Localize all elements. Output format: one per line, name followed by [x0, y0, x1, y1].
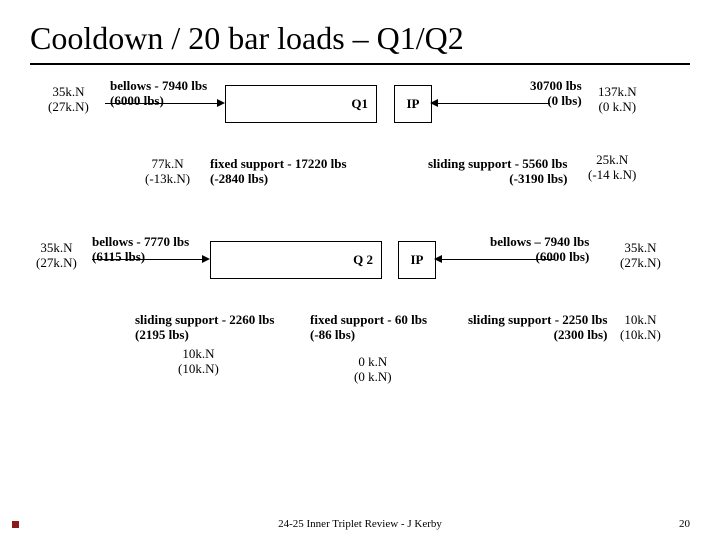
- q1-arrow-left-line: [105, 103, 217, 104]
- q2-sliding-left: sliding support - 2260 lbs(2195 lbs): [135, 313, 274, 343]
- accent-square-icon: [12, 521, 19, 528]
- q1-sliding-support: sliding support - 5560 lbs(-3190 lbs): [428, 157, 567, 187]
- q1-fixed-support: fixed support - 17220 lbs(-2840 lbs): [210, 157, 347, 187]
- q2-body-box: Q 2: [210, 241, 382, 279]
- q2-bellows-right: bellows – 7940 lbs(6000 lbs): [490, 235, 589, 265]
- q2-body-label: Q 2: [353, 252, 373, 268]
- q1-body-box: Q1: [225, 85, 377, 123]
- q2-zero: 0 k.N(0 k.N): [354, 355, 392, 385]
- q1-left-endcap: 35k.N(27k.N): [48, 85, 89, 115]
- q1-ip-box: IP: [394, 85, 432, 123]
- q2-sliding-right: sliding support - 2250 lbs(2300 lbs): [468, 313, 607, 343]
- q1-right-cap: 30700 lbs(0 lbs): [530, 79, 582, 109]
- q1-ip-label: IP: [407, 96, 420, 112]
- footer-center: 24-25 Inner Triplet Review - J Kerby: [0, 518, 720, 530]
- q2-ip-label: IP: [411, 252, 424, 268]
- q1-bellows-left: bellows - 7940 lbs(6000 lbs): [110, 79, 207, 109]
- q1-arrow-right-head: [430, 99, 438, 107]
- q2-left-endcap: 35k.N(27k.N): [36, 241, 77, 271]
- diagram-area: 35k.N(27k.N) bellows - 7940 lbs(6000 lbs…: [0, 65, 720, 485]
- q2-arrow-left-line: [92, 259, 202, 260]
- q1-right-endcap: 137k.N(0 k.N): [598, 85, 637, 115]
- q2-mid-left: 10k.N(10k.N): [178, 347, 219, 377]
- q1-mid-label: 77k.N(-13k.N): [145, 157, 190, 187]
- footer-page-number: 20: [679, 518, 690, 530]
- q1-body-label: Q1: [351, 96, 368, 112]
- q1-right-mid: 25k.N(-14 k.N): [588, 153, 636, 183]
- q2-right-endcap: 35k.N(27k.N): [620, 241, 661, 271]
- q1-arrow-left-head: [217, 99, 225, 107]
- q2-arrow-left-head: [202, 255, 210, 263]
- page-title: Cooldown / 20 bar loads – Q1/Q2: [0, 0, 720, 63]
- q2-bellows-left: bellows - 7770 lbs(6115 lbs): [92, 235, 189, 265]
- q2-ip-box: IP: [398, 241, 436, 279]
- q2-arrow-right-head: [434, 255, 442, 263]
- q2-fixed-support: fixed support - 60 lbs(-86 lbs): [310, 313, 427, 343]
- q2-mid-right: 10k.N(10k.N): [620, 313, 661, 343]
